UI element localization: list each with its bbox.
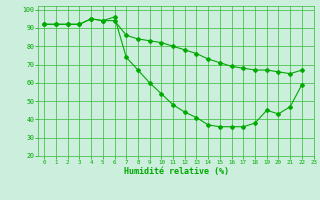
X-axis label: Humidité relative (%): Humidité relative (%) [124, 167, 228, 176]
